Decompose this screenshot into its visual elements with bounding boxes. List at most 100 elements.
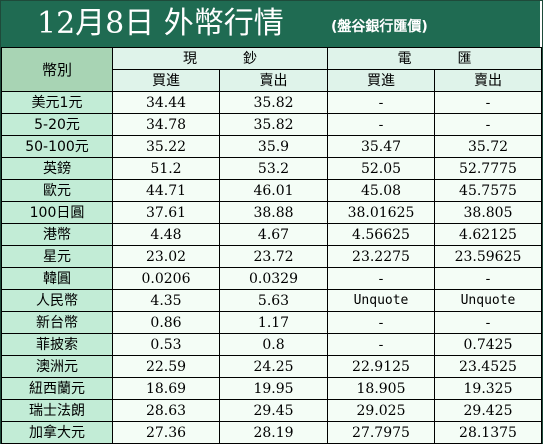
table-row: 美元1元 34.44 35.82- - — [1, 91, 542, 114]
transfer-sell-value: - — [434, 311, 542, 334]
transfer-buy-value: - — [327, 91, 435, 114]
cash-buy-value: 4.35 — [112, 289, 220, 312]
currency-name: 100日圓 — [1, 201, 113, 224]
cash-sell-value: 35.9 — [219, 135, 328, 158]
transfer-sell-value: 38.805 — [434, 201, 542, 224]
transfer-sell-value: - — [434, 267, 542, 290]
table-row: 澳洲元 22.59 24.25 22.9125 23.4525 — [1, 355, 542, 378]
currency-name: 50-100元 — [1, 135, 113, 158]
table-row: 港幣 4.48 4.67 4.56625 4.62125 — [1, 223, 542, 246]
transfer-buy-value: 35.47 — [327, 135, 435, 158]
transfer-sell-value: 23.4525 — [434, 355, 542, 378]
cash-buy-value: 51.2 — [112, 157, 220, 180]
cash-buy-value: 35.22 — [112, 135, 220, 158]
transfer-sell-value: - — [434, 113, 542, 136]
header-row-groups: 幣別 現鈔 電匯 — [1, 47, 542, 92]
cash-sell-value: 23.72 — [219, 245, 328, 268]
cash-buy-value: 28.63 — [112, 399, 220, 422]
transfer-sell-value: 23.59625 — [434, 245, 542, 268]
transfer-buy-value: - — [327, 333, 435, 356]
title-bar: 12月8日 外幣行情 (盤谷銀行匯價) — [1, 1, 540, 47]
cash-sell-value: 4.67 — [219, 223, 328, 246]
transfer-sell-value: - — [434, 91, 542, 114]
cash-sell-value: 38.88 — [219, 201, 328, 224]
currency-name: 新台幣 — [1, 311, 113, 334]
cash-sell-value: 5.63 — [219, 289, 328, 312]
transfer-buy-value: 23.2275 — [327, 245, 435, 268]
transfer-buy-value: 18.905 — [327, 377, 435, 400]
transfer-sell-value: 4.62125 — [434, 223, 542, 246]
currency-name: 加拿大元 — [1, 421, 113, 444]
table-row: 菲披索 0.53 0.8-0.7425 — [1, 333, 542, 356]
transfer-sell-value: 19.325 — [434, 377, 542, 400]
transfer-buy-value: - — [327, 113, 435, 136]
table-row: 英鎊 51.2 53.2 52.05 52.7775 — [1, 157, 542, 180]
exchange-rate-table: 幣別 現鈔 電匯 買進 賣出 買進 賣出 美元1元 34.44 35.82- -5-2… — [1, 47, 542, 444]
transfer-buy-value: 52.05 — [327, 157, 435, 180]
cash-buy-value: 37.61 — [112, 201, 220, 224]
table-row: 人民幣 4.35 5.63 Unquote Unquote — [1, 289, 542, 312]
currency-name: 韓圓 — [1, 267, 113, 290]
currency-name: 5-20元 — [1, 113, 113, 136]
table-row: 50-100元 35.22 35.9 35.47 35.72 — [1, 135, 542, 158]
transfer-buy-value: 4.56625 — [327, 223, 435, 246]
transfer-buy-value: - — [327, 267, 435, 290]
currency-header: 幣別 — [1, 47, 113, 92]
transfer-header: 電匯 — [327, 47, 542, 70]
page-title: 12月8日 外幣行情 — [37, 6, 284, 41]
transfer-sell-value: 35.72 — [434, 135, 542, 158]
cash-buy-value: 22.59 — [112, 355, 220, 378]
cash-sell-header: 賣出 — [219, 69, 328, 92]
transfer-buy-value: 27.7975 — [327, 421, 435, 444]
currency-name: 港幣 — [1, 223, 113, 246]
currency-name: 菲披索 — [1, 333, 113, 356]
table-row: 新台幣 0.86 1.17- - — [1, 311, 542, 334]
currency-name: 瑞士法朗 — [1, 399, 113, 422]
table-row: 歐元 44.71 46.01 45.08 45.7575 — [1, 179, 542, 202]
transfer-sell-value: Unquote — [434, 289, 542, 312]
transfer-buy-value: Unquote — [327, 289, 435, 312]
table-row: 加拿大元 27.36 28.19 27.7975 28.1375 — [1, 421, 542, 444]
transfer-sell-value: 45.7575 — [434, 179, 542, 202]
cash-sell-value: 35.82 — [219, 113, 328, 136]
transfer-sell-header: 賣出 — [434, 69, 542, 92]
cash-sell-value: 0.8 — [219, 333, 328, 356]
cash-sell-value: 0.0329 — [219, 267, 328, 290]
currency-name: 歐元 — [1, 179, 113, 202]
cash-buy-value: 23.02 — [112, 245, 220, 268]
transfer-buy-header: 買進 — [327, 69, 435, 92]
transfer-sell-value: 52.7775 — [434, 157, 542, 180]
transfer-sell-value: 29.425 — [434, 399, 542, 422]
cash-buy-value: 0.53 — [112, 333, 220, 356]
table-row: 星元 23.02 23.72 23.2275 23.59625 — [1, 245, 542, 268]
table-row: 5-20元 34.78 35.82- - — [1, 113, 542, 136]
currency-name: 人民幣 — [1, 289, 113, 312]
transfer-buy-value: 29.025 — [327, 399, 435, 422]
currency-name: 紐西蘭元 — [1, 377, 113, 400]
currency-name: 美元1元 — [1, 91, 113, 114]
cash-sell-value: 29.45 — [219, 399, 328, 422]
cash-buy-value: 0.86 — [112, 311, 220, 334]
cash-buy-value: 18.69 — [112, 377, 220, 400]
transfer-buy-value: - — [327, 311, 435, 334]
cash-buy-value: 44.71 — [112, 179, 220, 202]
cash-sell-value: 24.25 — [219, 355, 328, 378]
table-row: 韓圓 0.0206 0.0329- - — [1, 267, 542, 290]
transfer-buy-value: 45.08 — [327, 179, 435, 202]
cash-sell-value: 53.2 — [219, 157, 328, 180]
cash-sell-value: 35.82 — [219, 91, 328, 114]
currency-name: 澳洲元 — [1, 355, 113, 378]
transfer-buy-value: 38.01625 — [327, 201, 435, 224]
cash-sell-value: 46.01 — [219, 179, 328, 202]
table-row: 100日圓 37.61 38.88 38.01625 38.805 — [1, 201, 542, 224]
cash-buy-header: 買進 — [112, 69, 220, 92]
cash-sell-value: 28.19 — [219, 421, 328, 444]
transfer-sell-value: 0.7425 — [434, 333, 542, 356]
transfer-buy-value: 22.9125 — [327, 355, 435, 378]
source-note: (盤谷銀行匯價) — [331, 19, 428, 35]
cash-buy-value: 27.36 — [112, 421, 220, 444]
currency-name: 星元 — [1, 245, 113, 268]
cash-header: 現鈔 — [112, 47, 328, 70]
cash-buy-value: 34.44 — [112, 91, 220, 114]
cash-buy-value: 4.48 — [112, 223, 220, 246]
